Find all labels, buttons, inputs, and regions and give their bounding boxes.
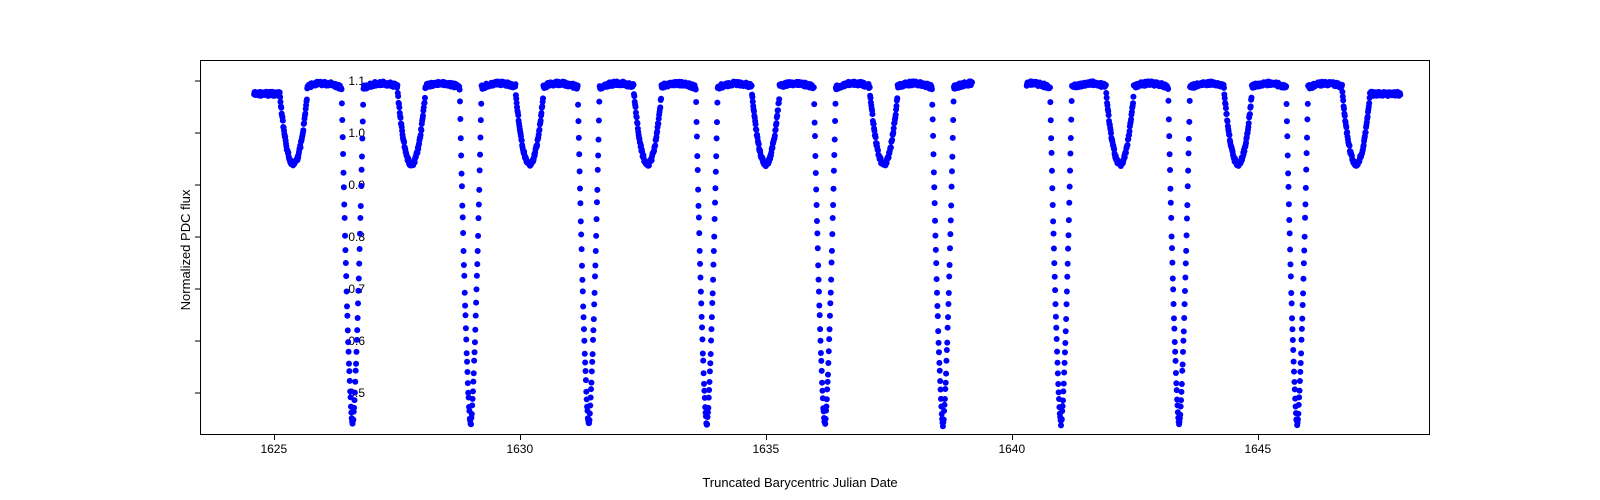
x-tick-label: 1630 xyxy=(506,442,533,456)
y-axis-label: Normalized PDC flux xyxy=(178,190,193,311)
chart-area xyxy=(200,60,1430,435)
scatter-data xyxy=(200,60,1430,435)
x-tick-label: 1640 xyxy=(998,442,1025,456)
x-tick-label: 1635 xyxy=(752,442,779,456)
x-tick-label: 1645 xyxy=(1244,442,1271,456)
x-tick-label: 1625 xyxy=(260,442,287,456)
x-axis-label: Truncated Barycentric Julian Date xyxy=(702,475,897,490)
